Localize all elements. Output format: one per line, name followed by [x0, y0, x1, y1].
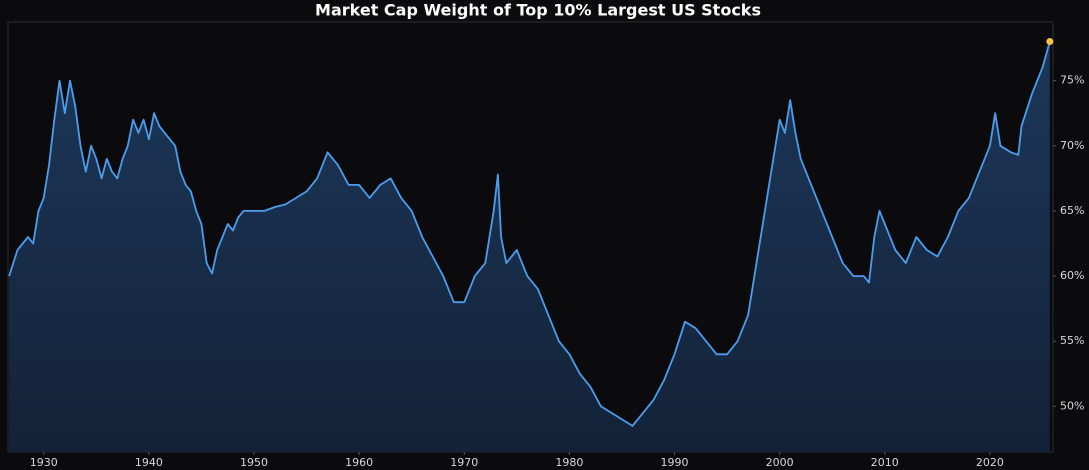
y-tick-label: 60% — [1060, 269, 1084, 282]
area-fill — [9, 41, 1050, 452]
x-tick-label: 1960 — [345, 456, 373, 469]
x-tick-label: 1980 — [555, 456, 583, 469]
x-tick-label: 1940 — [135, 456, 163, 469]
x-tick-label: 2020 — [976, 456, 1004, 469]
end-marker — [1046, 38, 1054, 46]
y-tick-label: 55% — [1060, 334, 1084, 347]
y-tick-label: 70% — [1060, 139, 1084, 152]
x-tick-label: 1990 — [661, 456, 689, 469]
x-tick-label: 1950 — [240, 456, 268, 469]
y-tick-label: 50% — [1060, 399, 1084, 412]
x-tick-label: 2010 — [871, 456, 899, 469]
chart-title: Market Cap Weight of Top 10% Largest US … — [315, 1, 761, 20]
x-tick-label: 2000 — [766, 456, 794, 469]
line — [8, 41, 1051, 427]
x-tick-label: 1970 — [450, 456, 478, 469]
y-tick-label: 65% — [1060, 204, 1084, 217]
x-tick-label: 1930 — [30, 456, 58, 469]
y-tick-label: 75% — [1060, 74, 1084, 87]
